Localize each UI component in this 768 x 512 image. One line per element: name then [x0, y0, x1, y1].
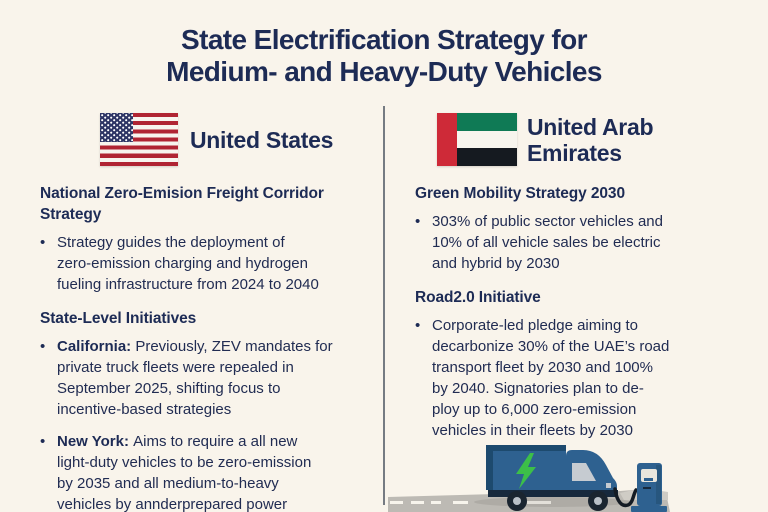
- list-item: Strategy guides the deployment of zero-e…: [40, 232, 376, 295]
- lightning-bolt-icon: [516, 453, 536, 489]
- list-item: New York: Aims to require a all new ligh…: [40, 431, 376, 512]
- country-label-us: United States: [190, 127, 334, 153]
- section-heading: Road2.0 Initiative: [415, 289, 541, 306]
- list-item: 303% of public sector vehicles and 10% o…: [415, 211, 757, 274]
- section-heading: Green Mobility Strategy 2030: [415, 185, 625, 202]
- charging-cable: [613, 487, 638, 508]
- bullet-icon: [40, 336, 57, 420]
- bullet-icon: [415, 315, 432, 441]
- country-label-uae: United Arab Emirates: [527, 114, 654, 166]
- bullet-icon: [415, 211, 432, 274]
- us-flag-canton: [100, 113, 133, 142]
- us-flag-icon: [100, 113, 178, 166]
- uae-column: Green Mobility Strategy 2030 303% of pub…: [415, 183, 757, 452]
- ev-charger-icon: [631, 463, 667, 512]
- us-column: National Zero-Emision Freight Corridor S…: [40, 183, 376, 512]
- column-divider: [383, 106, 385, 505]
- section-heading: National Zero-Emision Freight Corridor S…: [40, 185, 324, 223]
- section-heading: State-Level Initiatives: [40, 310, 197, 327]
- page-title: State Electrification Strategy for Mediu…: [166, 24, 602, 87]
- electric-truck-illustration: [388, 445, 670, 512]
- electric-truck-icon: [486, 445, 618, 511]
- bullet-icon: [40, 431, 57, 512]
- list-item: California: Previously, ZEV mandates for…: [40, 336, 376, 420]
- uae-flag-icon: [437, 113, 517, 167]
- bullet-icon: [40, 232, 57, 295]
- list-item: Corporate-led pledge aiming to decarboni…: [415, 315, 757, 441]
